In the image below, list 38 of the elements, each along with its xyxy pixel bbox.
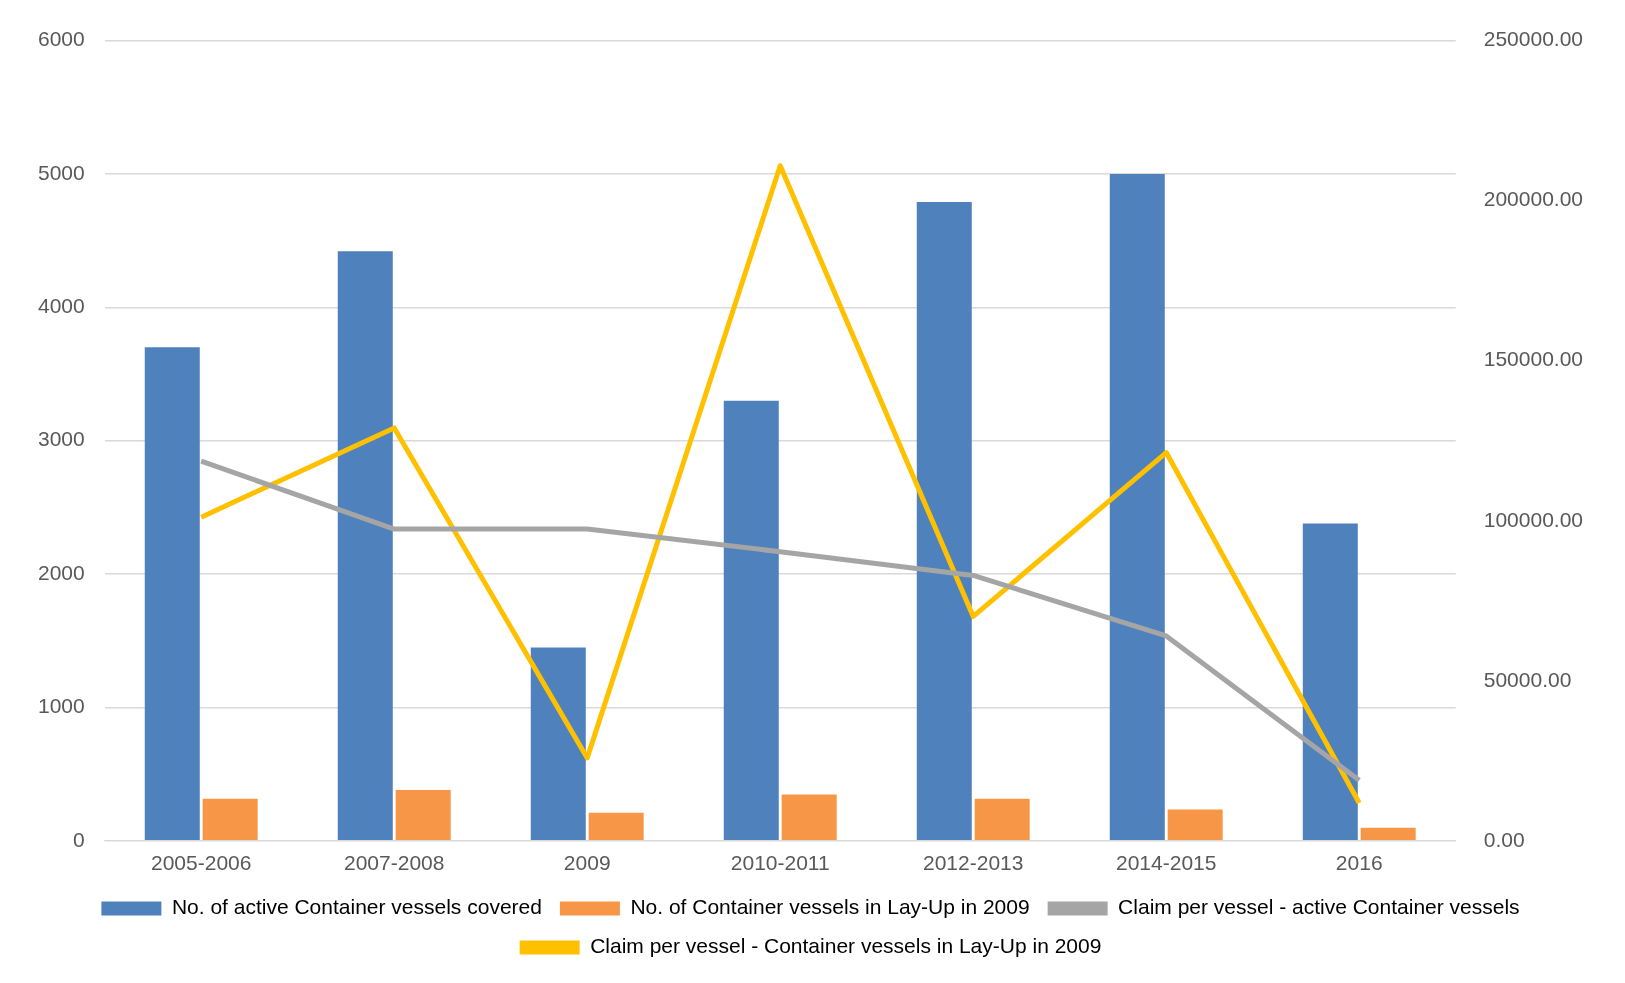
y2-tick-label: 100000.00 (1483, 507, 1584, 531)
x-tick-label: 2007-2008 (344, 851, 445, 875)
y-tick-label: 5000 (38, 160, 85, 184)
bar (202, 798, 258, 841)
bar (395, 790, 451, 841)
y2-tick-label: 200000.00 (1483, 187, 1584, 211)
bar (916, 201, 972, 841)
y2-tick-label: 150000.00 (1483, 347, 1584, 371)
x-tick-label: 2010-2011 (730, 851, 830, 875)
y-tick-label: 1000 (38, 694, 85, 718)
bar (144, 347, 200, 841)
y-tick-label: 4000 (38, 294, 85, 318)
legend-label: No. of Container vessels in Lay-Up in 2009 (630, 895, 1030, 919)
bar (974, 798, 1030, 841)
y2-tick-label: 50000.00 (1483, 667, 1572, 691)
y-tick-label: 3000 (38, 427, 85, 451)
y-tick-label: 6000 (38, 27, 85, 51)
x-tick-label: 2012-2013 (923, 851, 1024, 875)
legend-label: Claim per vessel - Container vessels in Lay-Up in 2009 (590, 934, 1102, 958)
y2-tick-label: 0.00 (1483, 827, 1525, 851)
bar (1302, 523, 1358, 841)
legend-label: No. of active Container vessels covered (171, 895, 542, 919)
y-tick-label: 2000 (38, 560, 85, 584)
x-tick-label: 2005-2006 (151, 851, 252, 875)
bar (1167, 809, 1223, 841)
bar (1360, 827, 1416, 841)
x-tick-label: 2014-2015 (1116, 851, 1217, 875)
bar (781, 794, 837, 841)
x-tick-label: 2016 (1335, 851, 1383, 875)
bar (1109, 173, 1165, 841)
bar (337, 251, 393, 841)
bar (723, 400, 779, 841)
x-tick-label: 2009 (563, 851, 611, 875)
legend-label: Claim per vessel - active Container vessels (1118, 895, 1520, 919)
y2-tick-label: 250000.00 (1483, 27, 1584, 51)
bar (530, 647, 586, 841)
bar (588, 812, 644, 841)
y-tick-label: 0 (73, 827, 85, 851)
